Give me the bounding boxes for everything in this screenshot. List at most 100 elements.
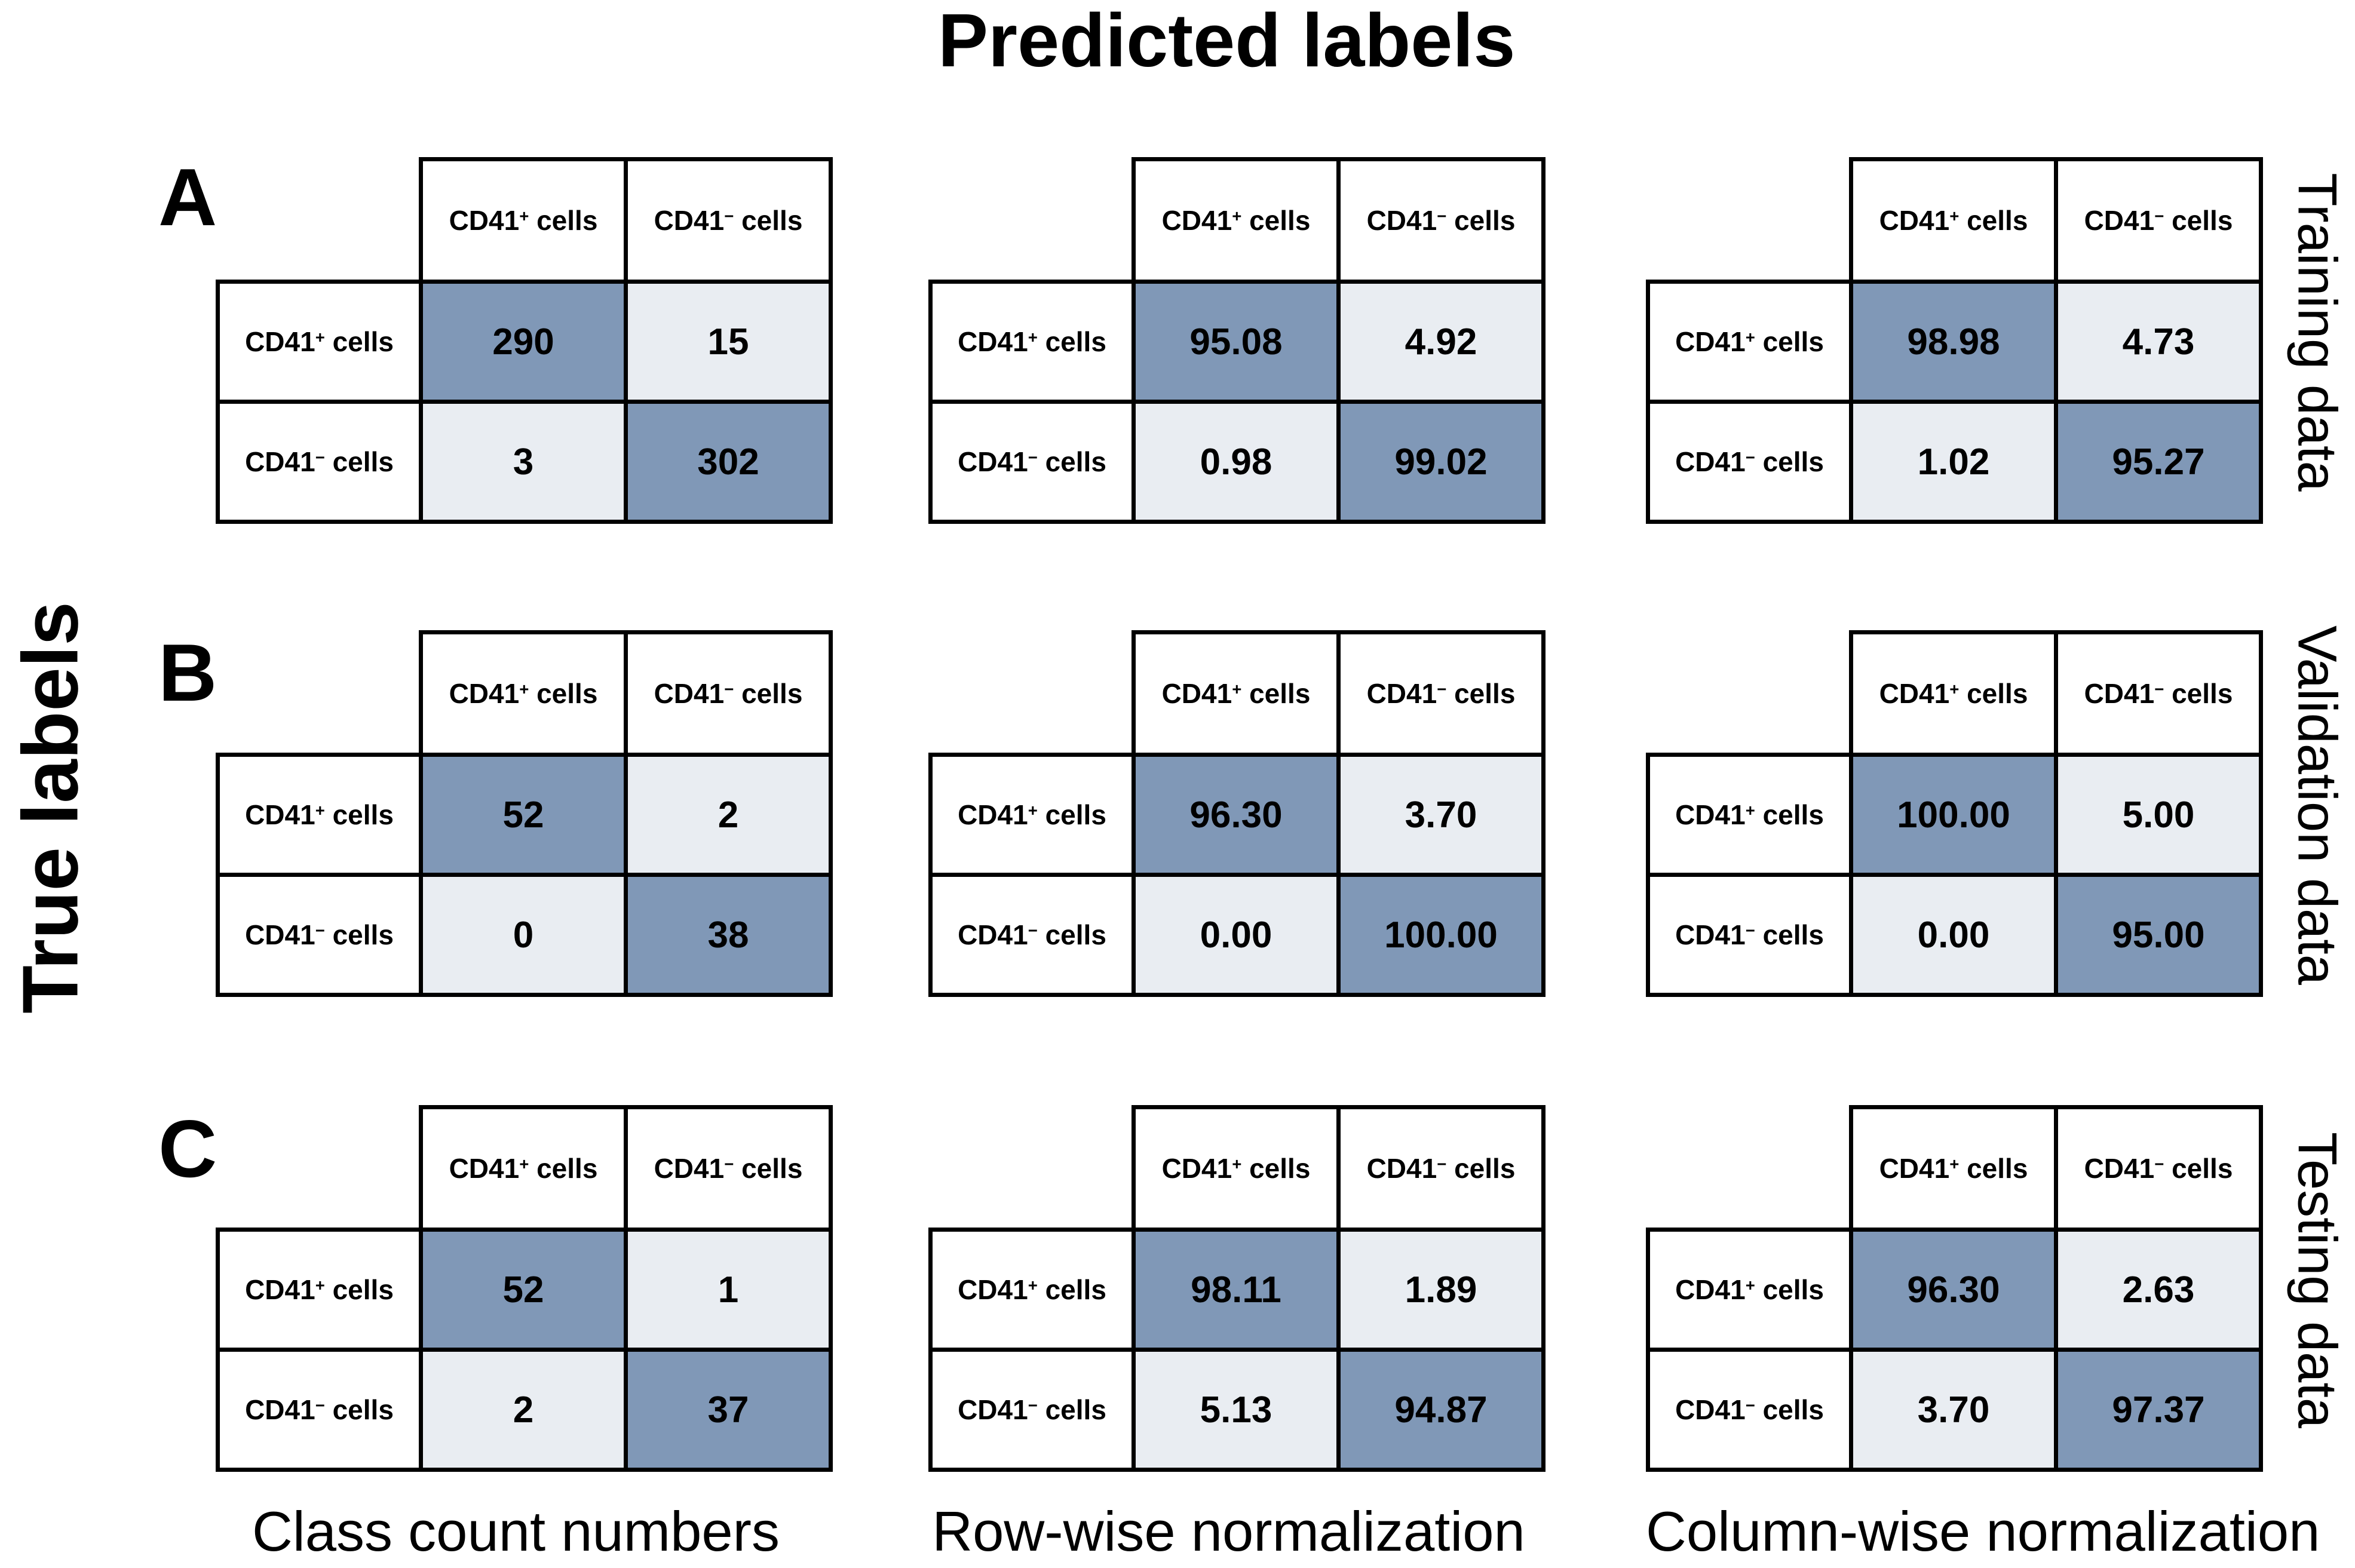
class-label: CD41	[1366, 678, 1437, 709]
row-header-positive: CD41+ cells	[928, 1228, 1136, 1352]
superscript-minus: −	[315, 921, 325, 940]
class-label-rest: cells	[1755, 1274, 1824, 1305]
corner-cell	[1648, 159, 1851, 282]
col-header-positive: CD41+ cells	[1849, 157, 2058, 284]
matrix-cell-true-negative: 100.00	[1336, 873, 1546, 997]
superscript-plus: +	[519, 680, 529, 699]
matrix-cell-false-positive: 0.00	[1849, 873, 2058, 997]
col-header-negative: CD41− cells	[2054, 630, 2263, 757]
class-label-rest: cells	[324, 1274, 394, 1305]
class-label-rest: cells	[1959, 678, 2028, 709]
caption-column-wise-normalization: Column-wise normalization	[1646, 1500, 2320, 1563]
superscript-plus: +	[519, 207, 529, 226]
matrix-cell-false-negative: 2	[624, 753, 833, 877]
col-header-negative: CD41− cells	[624, 630, 833, 757]
class-label: CD41	[245, 919, 315, 950]
superscript-minus: −	[1745, 921, 1755, 940]
matrix-cell-true-positive: 290	[419, 280, 628, 404]
superscript-plus: +	[1232, 207, 1242, 226]
class-label: CD41	[1675, 326, 1746, 357]
col-header-positive: CD41+ cells	[1131, 630, 1341, 757]
col-header-positive: CD41+ cells	[419, 1105, 628, 1232]
class-label: CD41	[1675, 799, 1746, 830]
confusion-matrix-b2: CD41+ cells CD41− cells CD41+ cells 96.3…	[928, 630, 1546, 997]
corner-cell	[1648, 633, 1851, 755]
superscript-minus: −	[1437, 680, 1447, 699]
class-label-rest: cells	[324, 326, 394, 357]
matrix-cell-false-negative: 5.00	[2054, 753, 2263, 877]
corner-cell	[931, 633, 1134, 755]
row-header-negative: CD41− cells	[216, 873, 423, 997]
col-header-positive: CD41+ cells	[1131, 157, 1341, 284]
corner-cell	[931, 1107, 1134, 1230]
matrix-cell-false-negative: 4.73	[2054, 280, 2263, 404]
matrix-cell-true-positive: 52	[419, 1228, 628, 1352]
class-label: CD41	[245, 1394, 315, 1425]
col-header-positive: CD41+ cells	[1849, 1105, 2058, 1232]
superscript-plus: +	[1028, 801, 1038, 820]
class-label-rest: cells	[1755, 919, 1824, 950]
row-header-positive: CD41+ cells	[1646, 280, 1853, 404]
class-label: CD41	[1879, 1153, 1950, 1184]
matrix-cell-false-negative: 2.63	[2054, 1228, 2263, 1352]
superscript-plus: +	[1232, 680, 1242, 699]
matrix-cell-true-negative: 97.37	[2054, 1348, 2263, 1472]
row-header-positive: CD41+ cells	[928, 280, 1136, 404]
matrix-cell-true-positive: 96.30	[1131, 753, 1341, 877]
class-label: CD41	[245, 1274, 315, 1305]
superscript-plus: +	[1745, 1276, 1755, 1295]
matrix-cell-true-positive: 98.11	[1131, 1228, 1341, 1352]
class-label-rest: cells	[529, 678, 598, 709]
superscript-minus: −	[2154, 207, 2164, 226]
class-label-rest: cells	[529, 205, 598, 236]
matrix-cell-false-positive: 0	[419, 873, 628, 997]
matrix-cell-true-negative: 95.00	[2054, 873, 2263, 997]
superscript-plus: +	[1745, 801, 1755, 820]
col-header-positive: CD41+ cells	[419, 630, 628, 757]
matrix-cell-false-positive: 1.02	[1849, 400, 2058, 524]
class-label-rest: cells	[1037, 1394, 1106, 1425]
row-header-positive: CD41+ cells	[216, 280, 423, 404]
class-label-rest: cells	[1446, 678, 1516, 709]
superscript-minus: −	[1437, 1155, 1447, 1174]
superscript-plus: +	[315, 328, 325, 347]
superscript-minus: −	[1745, 448, 1755, 467]
superscript-minus: −	[2154, 1155, 2164, 1174]
confusion-matrix-a3: CD41+ cells CD41− cells CD41+ cells 98.9…	[1646, 157, 2263, 524]
x-axis-title: Predicted labels	[938, 0, 1516, 82]
class-label-rest: cells	[1755, 446, 1824, 477]
matrix-cell-false-positive: 3.70	[1849, 1348, 2058, 1472]
class-label-rest: cells	[1959, 1153, 2028, 1184]
matrix-cell-true-negative: 99.02	[1336, 400, 1546, 524]
class-label-rest: cells	[1241, 205, 1311, 236]
class-label: CD41	[958, 326, 1028, 357]
class-label: CD41	[958, 446, 1028, 477]
class-label: CD41	[958, 919, 1028, 950]
class-label: CD41	[245, 446, 315, 477]
matrix-cell-true-positive: 100.00	[1849, 753, 2058, 877]
superscript-minus: −	[724, 1155, 734, 1174]
matrix-cell-true-negative: 95.27	[2054, 400, 2263, 524]
class-label: CD41	[958, 799, 1028, 830]
row-label-testing-data: Testing data	[2286, 1131, 2348, 1429]
matrix-cell-false-negative: 15	[624, 280, 833, 404]
class-label: CD41	[654, 205, 725, 236]
class-label-rest: cells	[1959, 205, 2028, 236]
class-label: CD41	[1675, 919, 1746, 950]
superscript-plus: +	[1949, 680, 1960, 699]
matrix-cell-true-positive: 98.98	[1849, 280, 2058, 404]
corner-cell	[1648, 1107, 1851, 1230]
superscript-minus: −	[1745, 1396, 1755, 1415]
class-label-rest: cells	[1241, 678, 1311, 709]
class-label-rest: cells	[1755, 1394, 1824, 1425]
class-label: CD41	[2084, 205, 2155, 236]
class-label-rest: cells	[1755, 799, 1824, 830]
class-label-rest: cells	[2164, 678, 2233, 709]
row-header-negative: CD41− cells	[1646, 873, 1853, 997]
row-header-positive: CD41+ cells	[216, 1228, 423, 1352]
class-label: CD41	[1366, 205, 1437, 236]
superscript-minus: −	[1437, 207, 1447, 226]
superscript-plus: +	[1232, 1155, 1242, 1174]
superscript-plus: +	[315, 1276, 325, 1295]
class-label: CD41	[2084, 678, 2155, 709]
